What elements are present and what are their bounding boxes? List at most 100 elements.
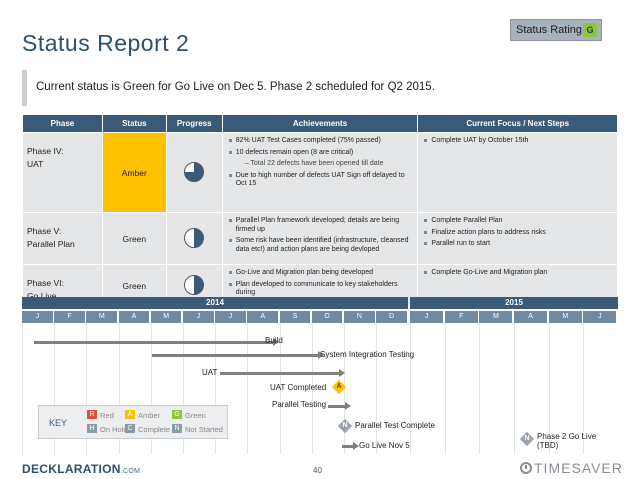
uat-label: UAT: [202, 368, 218, 377]
timeline-gridline: [150, 324, 152, 454]
phase-number: Phase V:: [27, 226, 62, 236]
list-item: Due to high number of defects UAT Sign o…: [228, 172, 414, 189]
timeline-gridline: [279, 324, 281, 454]
parallel-testing-label: Parallel Testing: [272, 400, 327, 409]
timeline-month-2014: D: [376, 311, 407, 323]
timeline-gridline: [410, 324, 411, 454]
header-achievements: Achievements: [221, 114, 419, 133]
timeline-month-2014: A: [247, 311, 279, 323]
header-status: Status: [101, 114, 167, 133]
timeline-month-2014: F: [54, 311, 85, 323]
timeline-month-2015: F: [444, 311, 478, 323]
phase-number: Phase VI:: [27, 278, 64, 288]
key-text: Not Started: [185, 425, 223, 434]
timeline-gridline: [215, 324, 217, 454]
timeline-month-2014: N: [344, 311, 375, 323]
clock-icon: [520, 462, 532, 474]
timeline-month-2014: A: [118, 311, 150, 323]
phase-cell: Phase IV: UAT: [22, 132, 103, 213]
table-row: Phase V: Parallel Plan Green Parallel Pl…: [22, 212, 618, 265]
list-item: Parallel run to start: [424, 240, 613, 249]
timeline-area: Build System Integration Testing UAT UAT…: [22, 324, 618, 454]
list-item: Complete UAT by October 15th: [424, 137, 613, 146]
achievements-cell: 82% UAT Test Cases completed (75% passed…: [221, 132, 419, 213]
next-steps-cell: Complete Parallel Plan Finalize action p…: [417, 212, 618, 265]
milestone-marker: N: [342, 422, 348, 429]
timeline-gridline: [376, 324, 378, 454]
phase2-go-live-line2: (TBD): [537, 441, 559, 450]
status-table: Phase Status Progress Achievements Curre…: [22, 114, 618, 307]
timeline-gridline: [22, 324, 23, 454]
progress-pie-icon: [184, 161, 205, 182]
milestone-marker: N: [524, 435, 530, 442]
build-arrow: [34, 338, 279, 346]
timeline-gridline: [344, 324, 345, 454]
progress-pie-icon: [184, 274, 205, 295]
timeline-month-2015: M: [548, 311, 582, 323]
timeline-gridline: [54, 324, 56, 454]
table-header-row: Phase Status Progress Achievements Curre…: [22, 114, 618, 133]
progress-cell: [165, 132, 223, 213]
status-rating-label: Status Rating: [516, 24, 583, 36]
list-item: Some risk have been identified (infrastr…: [228, 237, 414, 254]
logo-left-suffix: .COM: [120, 468, 141, 475]
progress-pie-icon: [184, 227, 205, 248]
build-label: Build: [265, 336, 283, 345]
key-text: Green: [185, 411, 206, 420]
list-item: 82% UAT Test Cases completed (75% passed…: [228, 137, 414, 146]
parallel-test-complete-milestone: N: [337, 418, 353, 434]
timeline-month-2014: M: [86, 311, 118, 323]
list-item: Complete Parallel Plan: [424, 217, 613, 226]
list-item: Complete Go-Live and Migration plan: [424, 269, 613, 278]
list-item: Go-Live and Migration plan being develop…: [228, 269, 414, 278]
phase-name: Parallel Plan: [27, 239, 75, 249]
milestone-marker: A: [336, 383, 342, 390]
timeline-month-2015: M: [479, 311, 513, 323]
go-live-label: Go Live Nov 5: [359, 441, 410, 450]
key-swatch: H: [87, 424, 97, 433]
timeline-month-2014: O: [311, 311, 343, 323]
key-label: KEY: [49, 418, 68, 428]
page-number: 40: [313, 466, 322, 475]
uat-arrow: [220, 369, 345, 377]
sit-label: System Integration Testing: [320, 350, 415, 359]
uat-completed-milestone: A: [331, 379, 347, 395]
phase-name: Go Live: [27, 291, 57, 301]
status-cell: Green: [101, 212, 167, 265]
key-text: Complete: [138, 425, 171, 434]
logo-left-text: DECKLARATION: [22, 462, 121, 476]
timeline-month-2014: S: [279, 311, 311, 323]
status-rating-value: G: [583, 23, 597, 37]
key-swatch: C: [125, 424, 135, 433]
phase2-go-live-label: Phase 2 Go Live (TBD): [537, 432, 596, 450]
list-item: Parallel Plan framework developed; detai…: [228, 217, 414, 234]
key-text: On Hold: [100, 425, 128, 434]
achievements-cell: Parallel Plan framework developed; detai…: [221, 212, 419, 265]
status-cell: Amber: [101, 132, 167, 213]
timeline-gridline: [583, 324, 585, 454]
timeline-gridline: [514, 324, 515, 454]
timeline-gridline: [548, 324, 550, 454]
timeline-month-2014: M: [150, 311, 182, 323]
timeline-gridline: [86, 324, 88, 454]
legend-key: KEY R Red A Amber G Green H On Hold C Complete N No…: [38, 405, 228, 439]
table-row: Phase IV: UAT Amber 82% UAT Test Cases c…: [22, 132, 618, 213]
timeline-month-2014: J: [22, 311, 53, 323]
key-swatch: G: [172, 410, 182, 419]
timeline-month-2015: J: [410, 311, 444, 323]
list-subitem-text: Total 22 defects have been opened till d…: [250, 160, 384, 167]
parallel-test-complete-label: Parallel Test Complete: [355, 421, 435, 430]
timeline-year-2015: 2015: [410, 297, 618, 309]
timeline-month-2014: J: [183, 311, 214, 323]
logo-right-text: TIMESAVER: [534, 460, 623, 476]
progress-cell: [165, 212, 223, 265]
key-swatch: A: [125, 410, 135, 419]
timeline-month-2015: A: [514, 311, 548, 323]
key-swatch: N: [172, 424, 182, 433]
parallel-testing-arrow: [328, 402, 351, 410]
list-item: 10 defects remain open (8 are critical): [228, 149, 414, 158]
page-title: Status Report 2: [22, 30, 190, 56]
timeline-gridline: [479, 324, 481, 454]
decklaration-logo: DECKLARATION.COM: [22, 462, 140, 476]
header-phase: Phase: [22, 114, 103, 133]
